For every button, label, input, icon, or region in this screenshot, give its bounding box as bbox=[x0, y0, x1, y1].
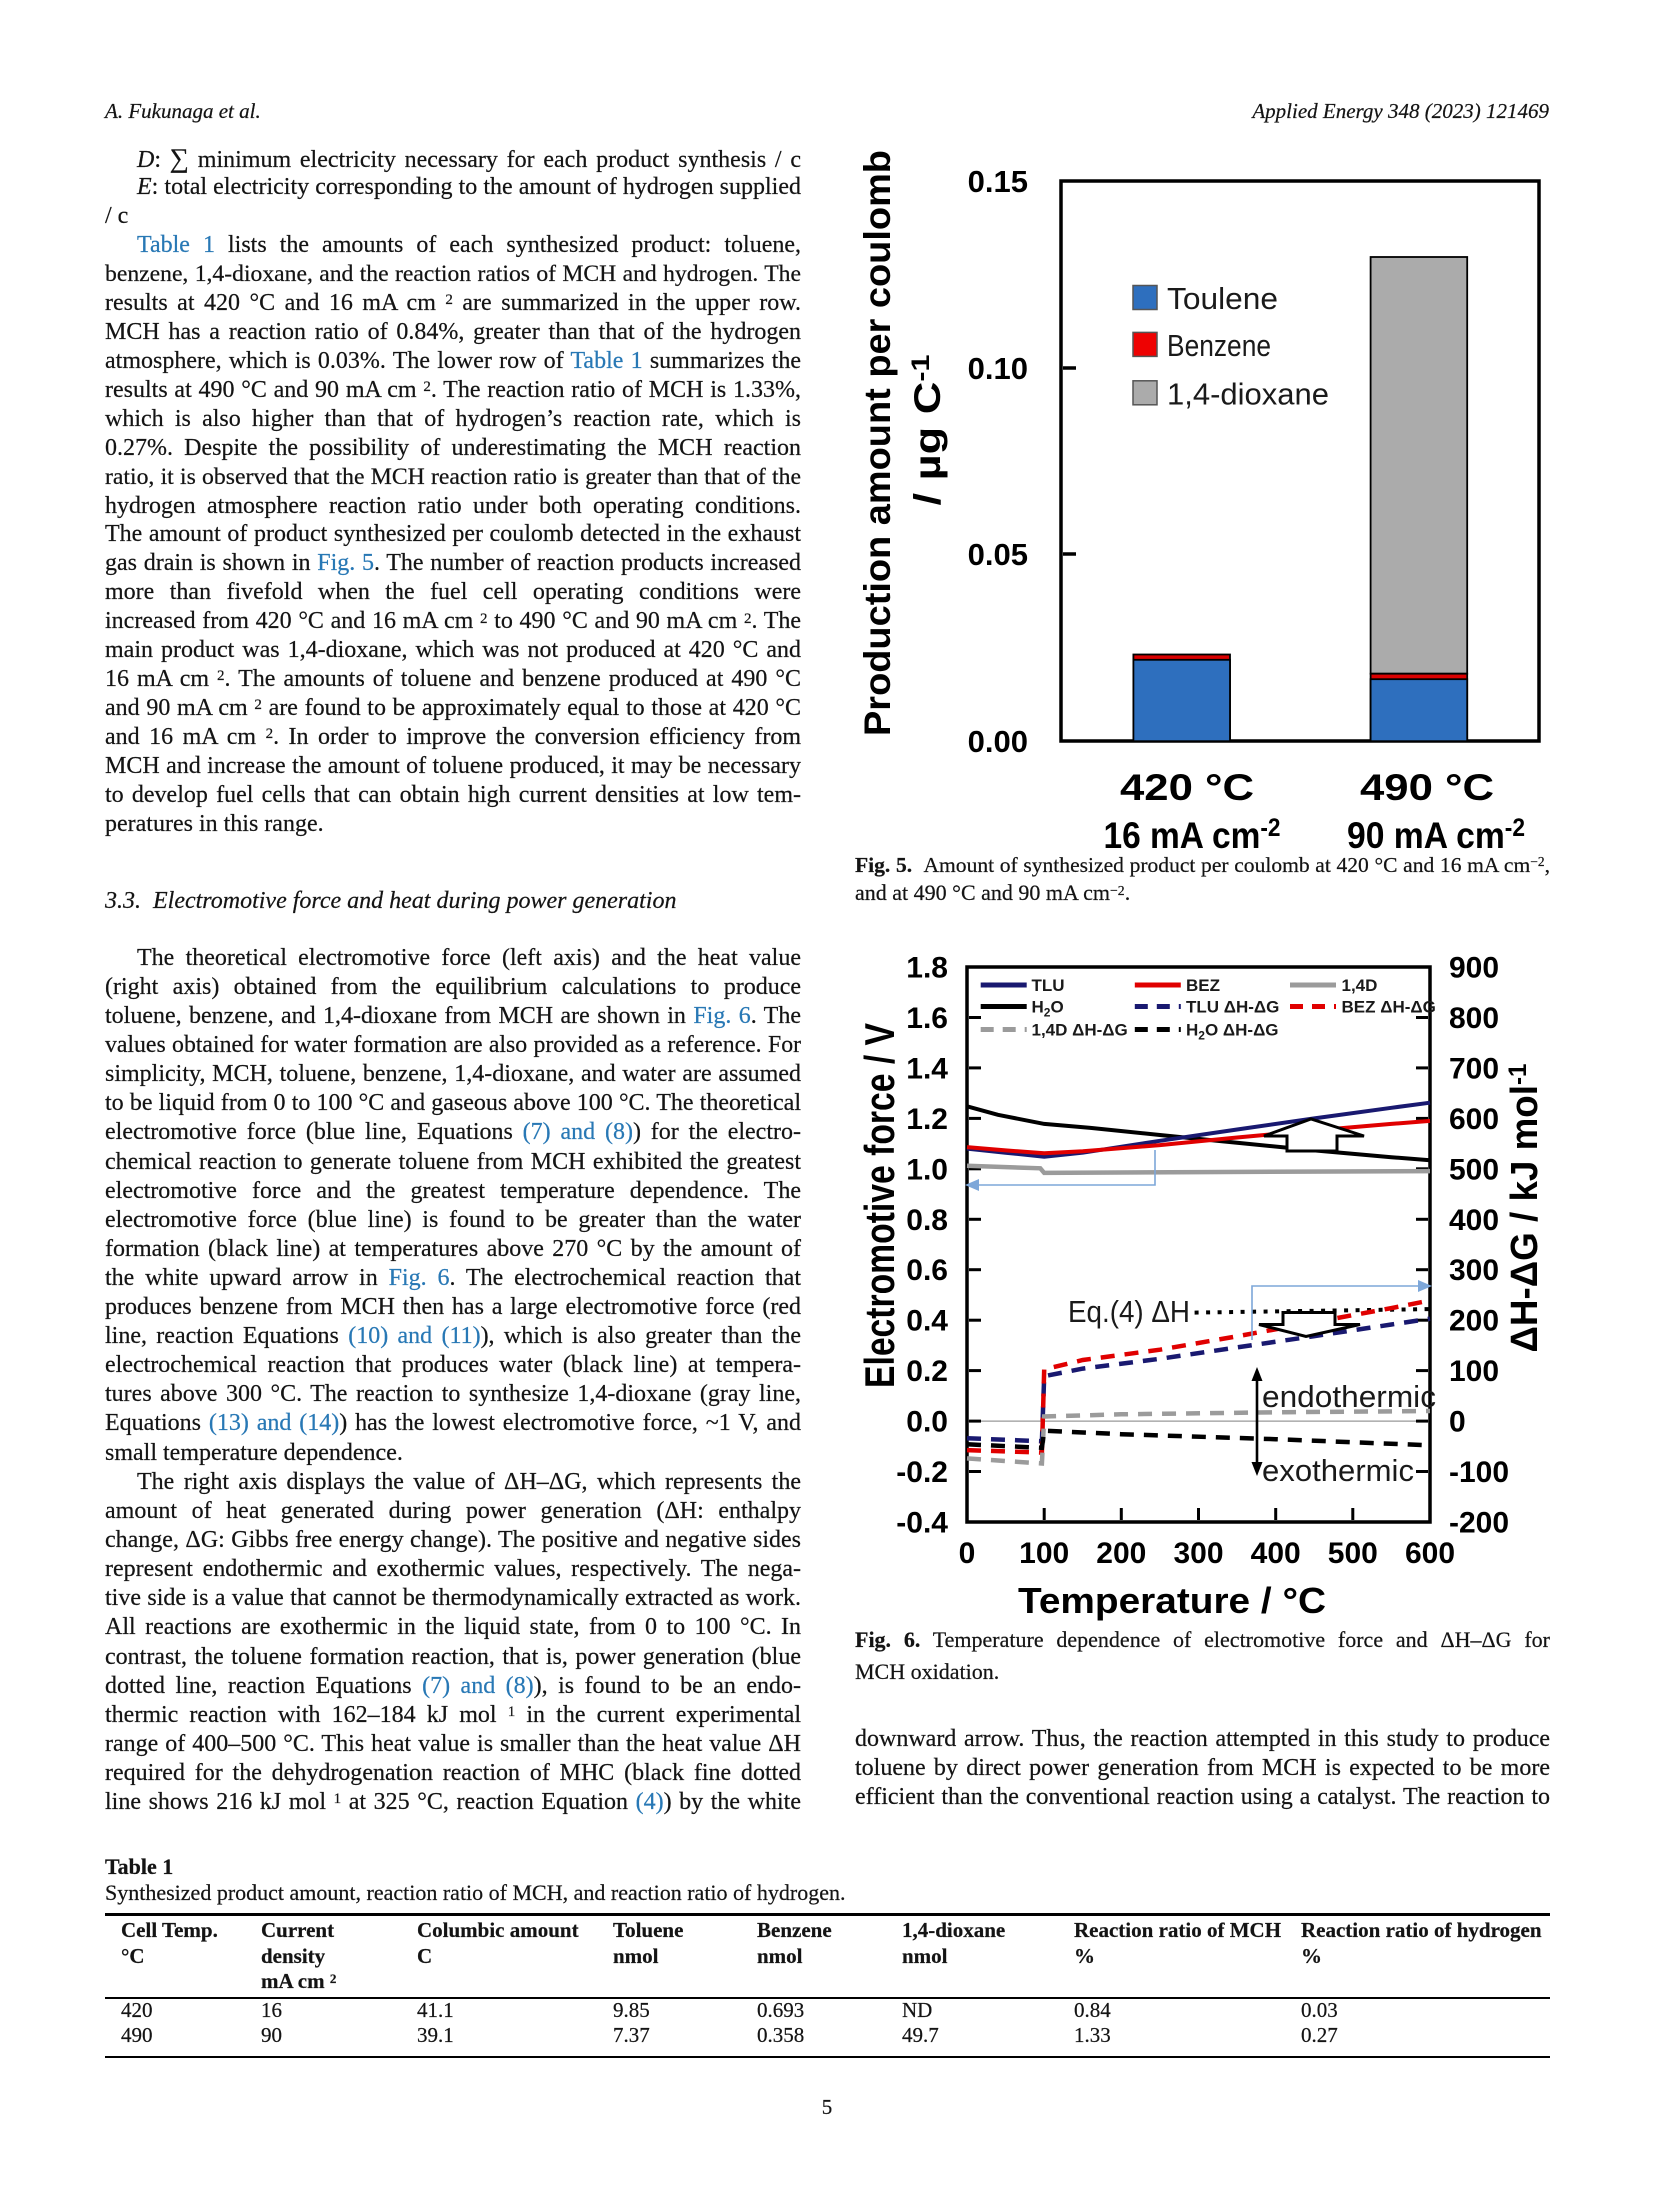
svg-text:1.6: 1.6 bbox=[906, 1002, 948, 1035]
svg-text:BEZ: BEZ bbox=[1186, 976, 1220, 995]
svg-text:BEZ ΔH-ΔG: BEZ ΔH-ΔG bbox=[1342, 998, 1436, 1017]
svg-text:Electromotive force / V: Electromotive force / V bbox=[856, 1023, 903, 1388]
svg-text:100: 100 bbox=[1449, 1355, 1499, 1388]
svg-text:/ µg C-1: / µg C-1 bbox=[907, 354, 948, 505]
svg-text:200: 200 bbox=[1096, 1537, 1146, 1570]
svg-text:200: 200 bbox=[1449, 1305, 1499, 1338]
svg-text:-0.4: -0.4 bbox=[896, 1507, 948, 1540]
svg-text:500: 500 bbox=[1449, 1153, 1499, 1186]
svg-text:400: 400 bbox=[1251, 1537, 1301, 1570]
svg-text:0.0: 0.0 bbox=[906, 1406, 948, 1439]
svg-text:16 mA cm-2: 16 mA cm-2 bbox=[1104, 814, 1281, 856]
svg-text:Benzene: Benzene bbox=[1167, 328, 1271, 363]
svg-text:600: 600 bbox=[1449, 1103, 1499, 1136]
svg-text:endothermic: endothermic bbox=[1262, 1379, 1436, 1414]
svg-text:-0.2: -0.2 bbox=[896, 1456, 948, 1489]
svg-text:1.4: 1.4 bbox=[906, 1052, 948, 1085]
svg-text:900: 900 bbox=[1449, 955, 1499, 985]
svg-text:0.6: 0.6 bbox=[906, 1254, 948, 1287]
svg-text:90 mA cm-2: 90 mA cm-2 bbox=[1347, 814, 1525, 856]
svg-text:0: 0 bbox=[1449, 1406, 1466, 1439]
svg-text:TLU: TLU bbox=[1032, 976, 1065, 995]
svg-text:400: 400 bbox=[1449, 1204, 1499, 1237]
svg-text:800: 800 bbox=[1449, 1002, 1499, 1035]
svg-text:0: 0 bbox=[959, 1537, 976, 1570]
svg-text:-200: -200 bbox=[1449, 1507, 1509, 1540]
svg-text:1.0: 1.0 bbox=[906, 1153, 948, 1186]
svg-text:700: 700 bbox=[1449, 1052, 1499, 1085]
svg-text:0.8: 0.8 bbox=[906, 1204, 948, 1237]
svg-text:ΔH-ΔG / kJ mol-1: ΔH-ΔG / kJ mol-1 bbox=[1504, 1063, 1546, 1352]
svg-text:0.15: 0.15 bbox=[968, 164, 1028, 199]
svg-text:490 °C: 490 °C bbox=[1360, 767, 1494, 808]
svg-text:100: 100 bbox=[1019, 1537, 1069, 1570]
svg-text:0.4: 0.4 bbox=[906, 1305, 948, 1338]
svg-text:300: 300 bbox=[1449, 1254, 1499, 1287]
svg-text:0.2: 0.2 bbox=[906, 1355, 948, 1388]
svg-text:exothermic: exothermic bbox=[1262, 1453, 1414, 1488]
svg-text:600: 600 bbox=[1405, 1537, 1455, 1570]
svg-text:H2O: H2O bbox=[1032, 998, 1064, 1020]
svg-text:Eq.(4) ΔH: Eq.(4) ΔH bbox=[1068, 1294, 1190, 1329]
svg-text:1,4D: 1,4D bbox=[1342, 976, 1378, 995]
svg-text:0.10: 0.10 bbox=[968, 351, 1028, 386]
svg-text:1.2: 1.2 bbox=[906, 1103, 948, 1136]
svg-text:Production amount per coulomb: Production amount per coulomb bbox=[857, 150, 898, 736]
svg-text:300: 300 bbox=[1173, 1537, 1223, 1570]
svg-text:Toulene: Toulene bbox=[1167, 281, 1278, 316]
svg-text:1.8: 1.8 bbox=[906, 955, 948, 985]
svg-text:H2O ΔH-ΔG: H2O ΔH-ΔG bbox=[1186, 1021, 1279, 1043]
svg-text:1,4D ΔH-ΔG: 1,4D ΔH-ΔG bbox=[1032, 1021, 1128, 1040]
svg-text:TLU ΔH-ΔG: TLU ΔH-ΔG bbox=[1186, 998, 1279, 1017]
svg-text:Temperature / °C: Temperature / °C bbox=[1018, 1580, 1326, 1621]
svg-text:-100: -100 bbox=[1449, 1456, 1509, 1489]
svg-text:420 °C: 420 °C bbox=[1120, 767, 1254, 808]
svg-text:500: 500 bbox=[1328, 1537, 1378, 1570]
svg-text:1,4-dioxane: 1,4-dioxane bbox=[1167, 376, 1329, 411]
svg-text:0.00: 0.00 bbox=[968, 724, 1028, 759]
svg-text:0.05: 0.05 bbox=[968, 537, 1028, 572]
